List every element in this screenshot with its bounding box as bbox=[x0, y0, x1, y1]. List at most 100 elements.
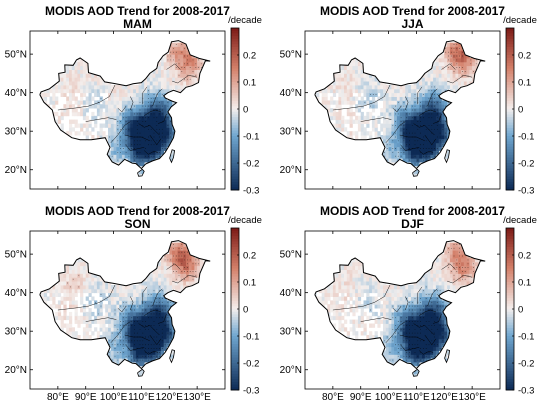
province-border bbox=[85, 317, 117, 322]
lat-tick-label: 30°N bbox=[280, 127, 302, 138]
season-label: JJA bbox=[401, 17, 424, 31]
colorbar-tick-label: -0.3 bbox=[243, 186, 259, 197]
lat-tick-label: 50°N bbox=[280, 50, 302, 61]
colorbar-tick-label: -0.2 bbox=[518, 359, 534, 370]
season-label: MAM bbox=[123, 17, 152, 31]
province-border bbox=[117, 105, 127, 113]
province-border bbox=[360, 317, 392, 322]
province-border bbox=[57, 84, 116, 111]
colorbar-tick-label: 0 bbox=[243, 105, 248, 116]
country-border bbox=[39, 40, 211, 170]
lon-tick-label: 80°E bbox=[47, 392, 69, 401]
province-border bbox=[405, 96, 409, 111]
colorbar-tick-label: 0 bbox=[518, 305, 523, 316]
province-border bbox=[144, 309, 161, 316]
colorbar-tick-label: -0.3 bbox=[518, 386, 534, 397]
province-border bbox=[166, 263, 181, 270]
lon-tick-label: 110°E bbox=[128, 392, 155, 401]
province-border bbox=[419, 309, 436, 316]
island-border bbox=[444, 149, 451, 164]
province-border bbox=[130, 96, 134, 111]
province-border bbox=[413, 123, 435, 136]
island-border bbox=[169, 349, 176, 364]
panel-title: MODIS AOD Trend for 2008-2017 bbox=[45, 204, 230, 218]
province-border bbox=[405, 296, 409, 311]
colorbar-tick-label: -0.1 bbox=[243, 332, 259, 343]
map-plot: 20°N 30°N 40°N 50°N 80°E 90°E 100°E 110°E 120°E 1… bbox=[280, 215, 537, 401]
province-border bbox=[332, 284, 391, 311]
province-border bbox=[125, 344, 145, 351]
colorbar-tick-label: -0.2 bbox=[243, 159, 259, 170]
lat-tick-label: 50°N bbox=[280, 250, 302, 261]
province-border bbox=[110, 121, 131, 143]
aod-trend-field bbox=[316, 42, 481, 177]
country-border bbox=[314, 240, 486, 370]
colorbar-tick-label: -0.1 bbox=[518, 132, 534, 143]
aod-trend-field bbox=[314, 242, 481, 377]
province-border bbox=[417, 286, 423, 305]
province-border bbox=[424, 134, 437, 146]
map-plot: 20°N 30°N 40°N 50°N 0.2 0.1 0 -0.1 -0.2 -0.3/deca… bbox=[280, 15, 537, 197]
province-border bbox=[149, 334, 162, 346]
province-border bbox=[433, 113, 442, 124]
colorbar-tick-label: -0.1 bbox=[518, 332, 534, 343]
colorbar-tick-label: 0.2 bbox=[243, 51, 256, 62]
season-label: DJF bbox=[401, 217, 424, 231]
map-panel-son: MODIS AOD Trend for 2008-2017 SON 20°N 30… bbox=[0, 200, 275, 401]
province-border bbox=[427, 88, 438, 107]
province-border bbox=[138, 323, 160, 336]
province-border bbox=[392, 305, 402, 313]
lon-tick-label: 120°E bbox=[156, 392, 184, 401]
province-border bbox=[158, 313, 167, 324]
province-border bbox=[110, 321, 131, 343]
province-border bbox=[166, 63, 181, 70]
lon-tick-label: 130°E bbox=[458, 392, 486, 401]
lon-tick-label: 90°E bbox=[75, 392, 97, 401]
colorbar-tick-label: -0.2 bbox=[518, 159, 534, 170]
map-panel-djf: MODIS AOD Trend for 2008-2017 DJF 20°N 30… bbox=[275, 200, 550, 401]
colorbar-tick-label: -0.3 bbox=[243, 386, 259, 397]
colorbar-unit-label: /decade bbox=[228, 215, 262, 226]
map-panel-jja: MODIS AOD Trend for 2008-2017 JJA 20°N 30… bbox=[275, 0, 550, 200]
island-border bbox=[137, 368, 145, 377]
island-border bbox=[412, 368, 420, 377]
province-border bbox=[413, 323, 435, 336]
province-border bbox=[399, 134, 425, 142]
colorbar-tick-label: 0.1 bbox=[518, 278, 531, 289]
province-border bbox=[117, 305, 127, 313]
colorbar-tick-label: -0.2 bbox=[243, 359, 259, 370]
lon-tick-label: 130°E bbox=[183, 392, 211, 401]
lon-tick-label: 80°E bbox=[322, 392, 344, 401]
province-border bbox=[392, 105, 402, 113]
map-plot: 20°N 30°N 40°N 50°N 80°E 90°E 100°E 110°E 120°E 1… bbox=[5, 215, 262, 401]
colorbar: 0.2 0.1 0 -0.1 -0.2 -0.3 bbox=[505, 227, 534, 397]
colorbar-tick-label: -0.1 bbox=[243, 132, 259, 143]
lat-tick-label: 30°N bbox=[5, 127, 27, 138]
panel-title: MODIS AOD Trend for 2008-2017 bbox=[320, 204, 505, 218]
province-border bbox=[85, 117, 117, 122]
colorbar-unit-label: /decade bbox=[228, 15, 262, 26]
province-border bbox=[441, 63, 456, 70]
season-label: SON bbox=[124, 217, 151, 231]
province-border bbox=[152, 288, 163, 307]
lon-tick-label: 120°E bbox=[431, 392, 459, 401]
province-border bbox=[419, 150, 434, 155]
colorbar-unit-label: /decade bbox=[503, 215, 537, 226]
province-border bbox=[124, 334, 150, 342]
province-border bbox=[144, 109, 161, 116]
lat-tick-label: 50°N bbox=[5, 250, 27, 261]
lat-tick-label: 40°N bbox=[5, 288, 27, 299]
colorbar: 0.2 0.1 0 -0.1 -0.2 -0.3 bbox=[230, 27, 259, 197]
province-border bbox=[138, 123, 160, 136]
colorbar-tick-label: 0.2 bbox=[518, 51, 531, 62]
province-border bbox=[419, 350, 434, 355]
colorbar-tick-label: 0.2 bbox=[243, 251, 256, 262]
colorbar-tick-label: 0.2 bbox=[518, 251, 531, 262]
province-border bbox=[424, 334, 437, 346]
province-border bbox=[399, 334, 425, 342]
province-border bbox=[144, 150, 159, 155]
province-border bbox=[360, 117, 392, 122]
colorbar-tick-label: -0.3 bbox=[518, 186, 534, 197]
province-border bbox=[447, 75, 473, 84]
province-border bbox=[144, 350, 159, 355]
